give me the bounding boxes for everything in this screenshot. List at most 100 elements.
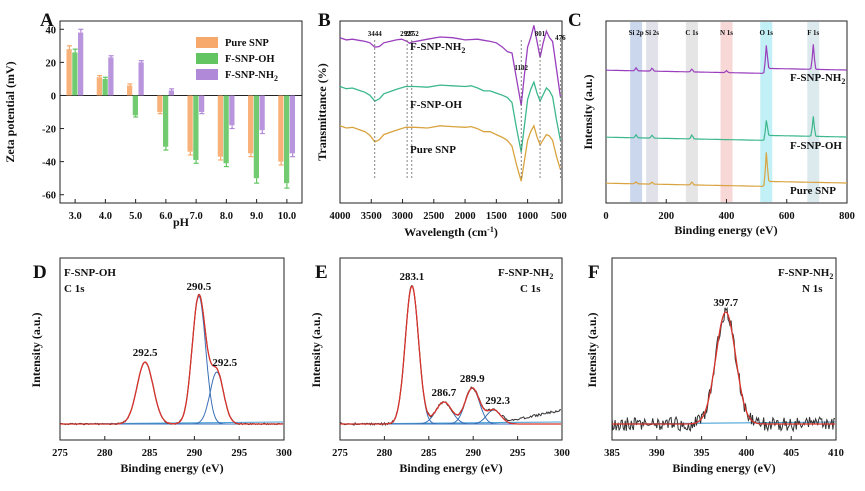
bar xyxy=(138,62,144,96)
sample-label-f: F-SNP-NH2 xyxy=(778,267,833,281)
xtick-label-b: 1000 xyxy=(517,211,538,222)
ytick-label-a: 20 xyxy=(46,58,57,69)
ytick-label-a: -40 xyxy=(42,158,56,169)
peak-label: 397.7 xyxy=(713,297,738,309)
ytick-label-a: -60 xyxy=(42,191,56,202)
survey-line xyxy=(606,116,847,141)
bar xyxy=(187,95,193,152)
bar xyxy=(278,95,284,162)
xtick-label: 285 xyxy=(421,448,437,459)
bar xyxy=(96,77,103,96)
xtick-label-b: 500 xyxy=(551,211,567,222)
sample-label-d: F-SNP-OH xyxy=(64,267,116,279)
panel-d-letter: D xyxy=(33,262,47,283)
fit-component xyxy=(60,371,283,425)
axis-title-x-a: pH xyxy=(173,215,190,229)
legend: Pure SNP F-SNP-OH F-SNP-NH2 xyxy=(196,37,278,83)
fit-component xyxy=(60,361,283,425)
peak-label: 1102 xyxy=(514,64,528,72)
region-label: O 1s xyxy=(760,29,774,37)
bar xyxy=(253,95,259,179)
series-label-c-oh: F-SNP-OH xyxy=(790,140,842,152)
xtick-label: 285 xyxy=(142,448,158,459)
xtick-label: 390 xyxy=(649,448,665,459)
region-band xyxy=(646,22,659,202)
ytick-label-a: 0 xyxy=(51,91,56,102)
bar xyxy=(77,32,84,96)
xtick-label: 295 xyxy=(231,448,247,459)
xtick-label-a: 6.0 xyxy=(159,211,172,222)
xtick-label-b: 4000 xyxy=(330,211,351,222)
bar xyxy=(284,95,290,184)
legend-label-nh2: F-SNP-NH2 xyxy=(225,70,278,83)
axis-title-y-f: Intensity (a.u.) xyxy=(585,312,599,387)
bar xyxy=(66,49,72,96)
peak-label: 3444 xyxy=(368,30,383,38)
xtick-label: 290 xyxy=(465,448,481,459)
panel-f-frame xyxy=(611,257,837,441)
xtick-label-a: 7.0 xyxy=(190,211,203,222)
xtick-label-a: 5.0 xyxy=(129,211,142,222)
xtick-label-b: 2500 xyxy=(423,211,444,222)
xtick-label: 395 xyxy=(694,448,710,459)
ytick-label-a: 40 xyxy=(46,25,57,36)
peak-label: 292.3 xyxy=(485,395,510,407)
region-label: C 1s xyxy=(685,29,698,37)
bar xyxy=(289,95,295,154)
panel-a-frame xyxy=(59,20,303,204)
series-label-c-pure: Pure SNP xyxy=(790,185,836,197)
peak-label: 286.7 xyxy=(432,387,457,399)
peak-label: 2852 xyxy=(405,30,420,38)
axis-title-x-d: Binding energy (eV) xyxy=(120,461,223,475)
axis-title-x-c: Binding energy (eV) xyxy=(674,223,777,237)
sample-label-e: F-SNP-NH2 xyxy=(498,267,553,281)
xtick-label: 410 xyxy=(828,448,844,459)
fit-envelope xyxy=(612,311,835,425)
bar xyxy=(72,52,78,96)
xtick-label-c: 0 xyxy=(603,211,608,222)
region-label: N 1s xyxy=(720,29,733,37)
xtick-label: 280 xyxy=(97,448,113,459)
legend-swatch-pure xyxy=(196,37,218,48)
panel-d: D 292.5 290.5 292.5 275 280 285 290 295 300 F-S… xyxy=(29,257,292,475)
bar xyxy=(108,57,114,96)
bar xyxy=(102,78,108,96)
axis-title-x-b: Wavelength (cm-1) xyxy=(404,225,498,239)
fit-component xyxy=(340,401,561,425)
peak-label: 290.5 xyxy=(187,281,212,293)
panel-c: C Si 2p Si 2s C 1s N 1s O 1s F 1s 0 200 400 600 8… xyxy=(568,10,855,237)
peak-label: 292.5 xyxy=(212,357,237,369)
axis-title-y-d: Intensity (a.u.) xyxy=(29,312,43,387)
axis-title-y-c: Intensity (a.u.) xyxy=(581,74,595,149)
axis-title-x-e: Binding energy (eV) xyxy=(399,461,502,475)
series-label-pure: Pure SNP xyxy=(410,144,456,156)
fit-component xyxy=(340,285,561,425)
legend-swatch-nh2 xyxy=(196,69,218,80)
bar xyxy=(229,95,235,126)
core-label-d: C 1s xyxy=(64,283,85,295)
panel-f: F 397.7 385 390 395 400 405 410 F-SNP-NH2 N 1… xyxy=(585,257,844,475)
bar xyxy=(127,85,133,96)
region-band xyxy=(760,22,773,202)
raw-spectrum xyxy=(339,284,562,427)
panel-c-letter: C xyxy=(568,10,582,31)
series-line xyxy=(339,25,562,106)
legend-label-pure: Pure SNP xyxy=(225,38,269,49)
peak-label: 2927 xyxy=(400,30,415,38)
bar xyxy=(132,95,138,116)
xtick-label-a: 3.0 xyxy=(69,211,82,222)
panel-e-frame xyxy=(339,257,563,441)
xtick-label: 300 xyxy=(554,448,570,459)
panel-d-frame xyxy=(59,257,285,441)
bar xyxy=(198,95,205,112)
xtick-label-a: 10.0 xyxy=(278,211,296,222)
xtick-label: 300 xyxy=(276,448,292,459)
series-label-nh2: F-SNP-NH2 xyxy=(410,41,465,55)
xtick-label: 275 xyxy=(52,448,68,459)
series-label-oh: F-SNP-OH xyxy=(410,99,462,111)
bar xyxy=(168,90,174,96)
xtick-label-a: 9.0 xyxy=(250,211,263,222)
region-label: Si 2p xyxy=(629,29,644,37)
region-label: F 1s xyxy=(807,29,819,37)
